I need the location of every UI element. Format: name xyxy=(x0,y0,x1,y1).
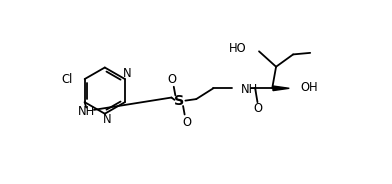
Text: N: N xyxy=(123,67,132,80)
Polygon shape xyxy=(273,86,289,91)
Text: NH: NH xyxy=(241,83,258,96)
Text: S: S xyxy=(174,94,184,108)
Text: N: N xyxy=(103,113,111,126)
Text: O: O xyxy=(167,72,176,86)
Text: OH: OH xyxy=(300,81,318,94)
Text: NH: NH xyxy=(78,105,95,118)
Text: HO: HO xyxy=(229,42,247,55)
Text: O: O xyxy=(254,102,263,115)
Text: Cl: Cl xyxy=(61,72,72,86)
Text: O: O xyxy=(182,116,191,129)
